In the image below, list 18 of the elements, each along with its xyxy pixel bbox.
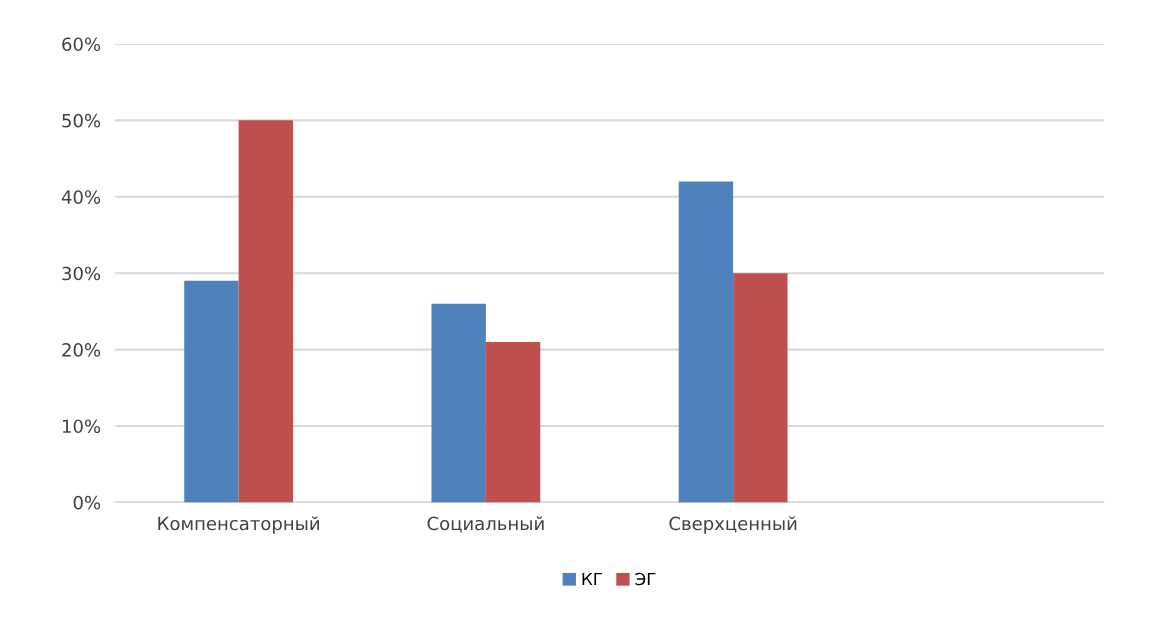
y-tick-label: 50% <box>62 113 101 128</box>
y-tick-label: 30% <box>62 266 101 281</box>
y-tick-label: 40% <box>61 190 101 204</box>
bar <box>184 280 239 503</box>
y-tick-label: 0% <box>73 495 101 510</box>
bar <box>733 273 788 503</box>
x-tick-label: Сверхценный <box>669 516 797 534</box>
legend-label: ЭГ <box>635 572 656 586</box>
bar <box>485 341 541 503</box>
bar <box>238 120 294 503</box>
legend-label: КГ <box>582 572 602 586</box>
y-tick-label: 10% <box>62 419 101 434</box>
bar <box>431 303 486 503</box>
x-tick-label: Социальный <box>427 516 544 533</box>
y-tick-label: 60% <box>62 37 101 52</box>
y-tick-label: 20% <box>62 343 101 357</box>
x-tick-label: Компенсаторный <box>158 516 319 534</box>
bar <box>678 181 734 503</box>
